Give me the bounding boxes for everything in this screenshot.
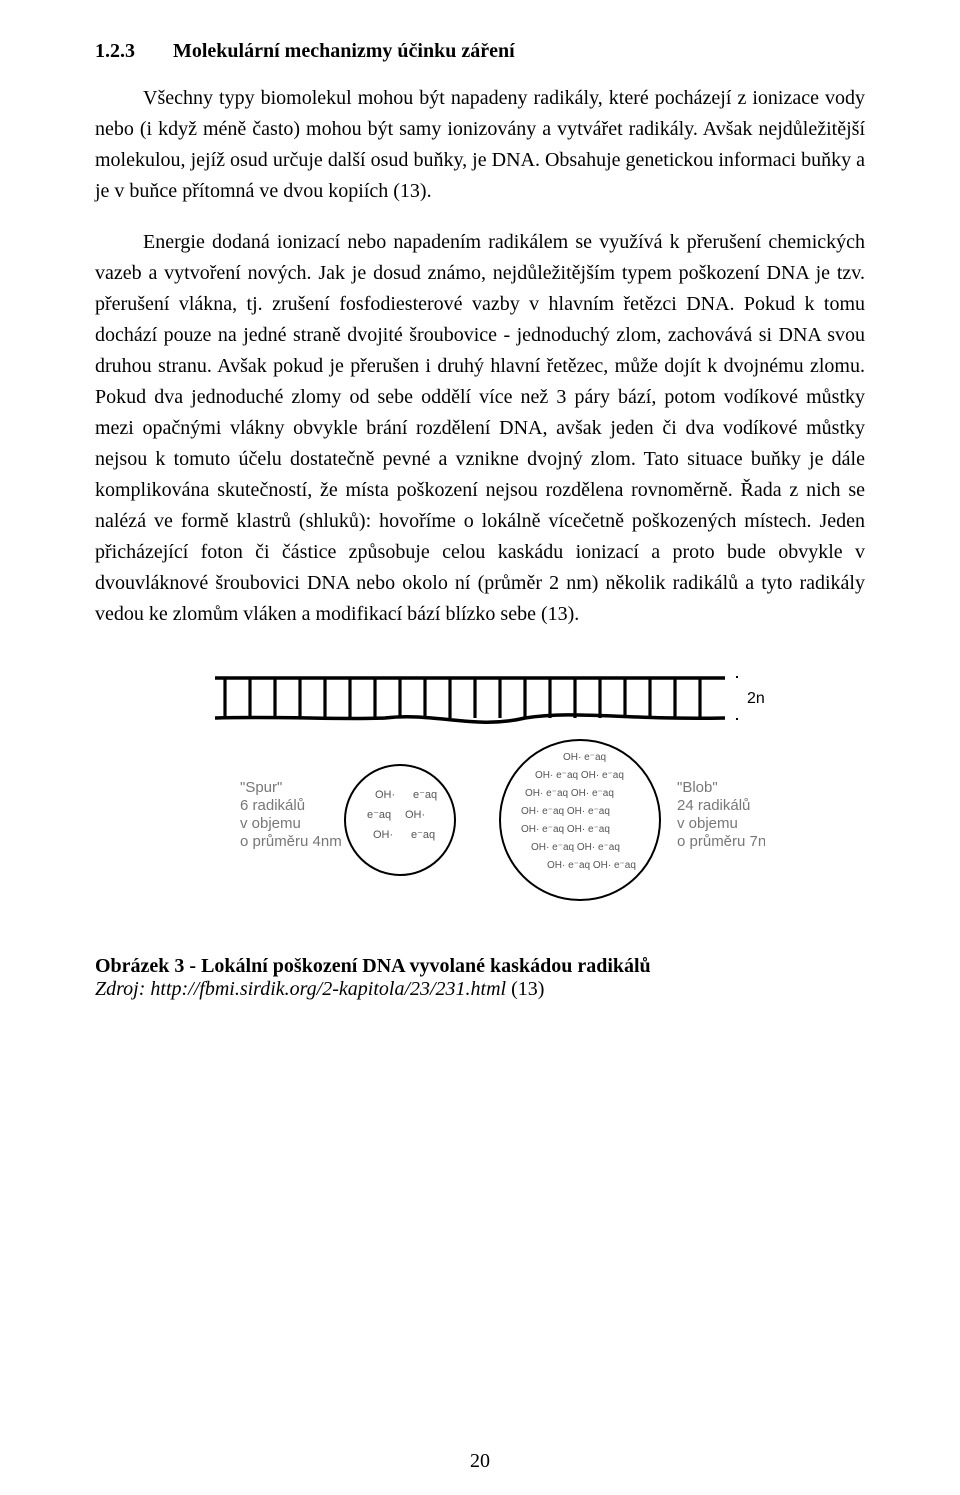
svg-text:e⁻aq: e⁻aq: [413, 789, 437, 801]
svg-text:24 radikálů: 24 radikálů: [677, 797, 750, 814]
svg-text:v objemu: v objemu: [240, 815, 301, 832]
svg-text:6 radikálů: 6 radikálů: [240, 797, 305, 814]
figure-source-text: Zdroj: http://fbmi.sirdik.org/2-kapitola…: [95, 978, 506, 1000]
figure-source-ref: (13): [506, 978, 544, 1000]
svg-text:OH·: OH·: [373, 829, 393, 841]
svg-text:OH· e⁻aq OH· e⁻aq: OH· e⁻aq OH· e⁻aq: [531, 842, 620, 853]
figure-caption-title: Obrázek 3 - Lokální poškození DNA vyvola…: [95, 955, 865, 978]
page: 1.2.3 Molekulární mechanizmy účinku zářen…: [0, 0, 960, 1495]
svg-text:OH·: OH·: [375, 789, 395, 801]
figure-container: 2nm OH· e⁻aq e⁻aq OH· OH· e⁻aq "Spur"6 radikálů…: [95, 660, 865, 925]
svg-text:OH·: OH·: [405, 809, 425, 821]
figure-dna-radicals: 2nm OH· e⁻aq e⁻aq OH· OH· e⁻aq "Spur"6 radikálů…: [195, 660, 765, 920]
svg-text:o průměru 4nm: o průměru 4nm: [240, 833, 342, 850]
svg-text:v objemu: v objemu: [677, 815, 738, 832]
svg-text:OH· e⁻aq OH· e⁻aq: OH· e⁻aq OH· e⁻aq: [547, 860, 636, 871]
svg-text:o průměru 7nm: o průměru 7nm: [677, 833, 765, 850]
svg-text:2nm: 2nm: [747, 690, 765, 707]
svg-text:"Spur": "Spur": [240, 779, 282, 796]
svg-text:e⁻aq: e⁻aq: [367, 809, 391, 821]
paragraph-1: Všechny typy biomolekul mohou být napade…: [95, 83, 865, 207]
section-title: Molekulární mechanizmy účinku záření: [173, 40, 515, 62]
section-heading: 1.2.3 Molekulární mechanizmy účinku zářen…: [95, 40, 865, 63]
svg-text:e⁻aq: e⁻aq: [411, 829, 435, 841]
svg-text:OH· e⁻aq OH· e⁻aq: OH· e⁻aq OH· e⁻aq: [535, 770, 624, 781]
svg-text:OH· e⁻aq OH· e⁻aq: OH· e⁻aq OH· e⁻aq: [521, 806, 610, 817]
svg-text:OH· e⁻aq OH· e⁻aq: OH· e⁻aq OH· e⁻aq: [521, 824, 610, 835]
section-number: 1.2.3: [95, 40, 135, 63]
svg-text:OH· e⁻aq: OH· e⁻aq: [563, 752, 606, 763]
svg-text:"Blob": "Blob": [677, 779, 718, 796]
svg-text:OH· e⁻aq OH· e⁻aq: OH· e⁻aq OH· e⁻aq: [525, 788, 614, 799]
figure-caption-source: Zdroj: http://fbmi.sirdik.org/2-kapitola…: [95, 978, 865, 1001]
page-number: 20: [0, 1450, 960, 1473]
paragraph-2: Energie dodaná ionizací nebo napadením r…: [95, 227, 865, 630]
